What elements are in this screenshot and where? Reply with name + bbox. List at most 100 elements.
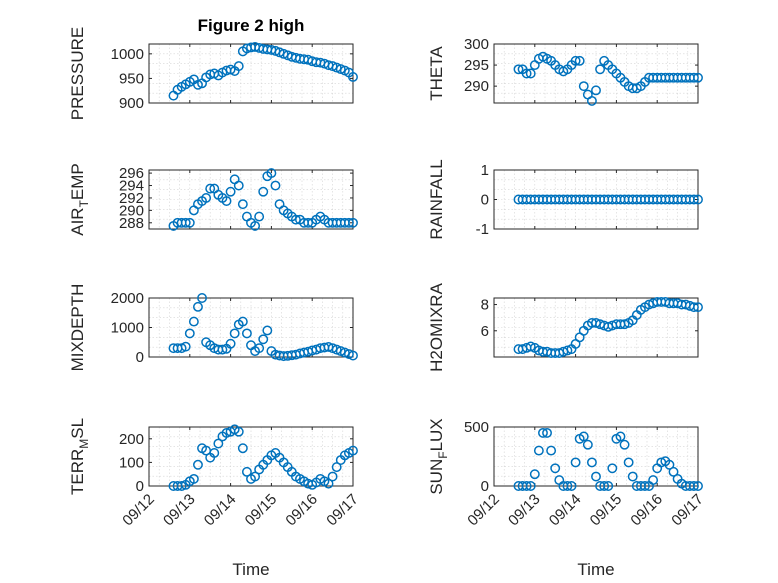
data-point [688,302,699,313]
data-point [607,463,618,474]
y-tick-label: 296 [119,165,144,182]
data-point [619,319,630,330]
y-axis-label: PRESSURE [68,27,87,121]
data-point [221,196,232,207]
data-point [586,95,597,106]
data-point [546,445,557,456]
data-point [615,431,626,442]
y-axis-label: SUNFLUX [427,418,450,494]
data-point [241,328,252,339]
data-point [233,180,244,191]
subplot-4: -1 0 1 RAINFALL [427,159,703,240]
data-point [562,481,573,491]
y-tick-label: 290 [119,202,144,219]
series-markers [513,427,703,491]
y-tick-label: 290 [464,78,489,95]
data-point [619,439,630,450]
data-point [582,439,593,450]
subplot-5: 0 1000 2000 MIXDEPTH [68,284,358,371]
data-point [221,427,232,438]
data-point [348,445,358,456]
y-tick-label: 1000 [111,320,144,337]
data-point [266,168,277,179]
x-tick-label: 09/14 [201,491,240,530]
x-tick-label: 09/14 [546,491,585,530]
data-point [270,180,281,191]
subplot-8: 09/12 09/13 09/14 09/15 09/16 09/17 0 500 SUNFLU… [427,418,707,579]
x-tick-label: 09/15 [587,491,626,530]
y-tick-label: 0 [136,478,144,495]
data-point [250,471,261,482]
data-point [323,478,334,489]
data-point [599,481,610,491]
data-point [550,463,561,474]
data-point [343,217,354,228]
axes-box [493,297,699,358]
data-point [176,481,187,491]
series-markers [513,296,703,359]
data-point [303,217,314,228]
data-point [529,469,540,480]
data-point [688,72,699,83]
y-tick-label: 300 [464,36,489,53]
data-point [193,301,203,312]
y-tick-label: 8 [481,297,489,314]
y-tick-label: 950 [119,70,144,87]
series-markers [168,42,358,101]
data-point [623,457,634,468]
y-tick-label: 292 [119,190,144,207]
data-point [233,426,244,437]
y-axis-label: H2OMIXRA [427,282,446,371]
data-point [566,481,577,491]
data-point [570,457,581,468]
y-tick-label: -1 [476,221,489,238]
subplot-7: 09/12 09/13 09/14 09/15 09/16 09/17 0 100 200 TER… [68,418,362,579]
data-point [513,64,524,75]
x-axis-label: Time [232,560,269,579]
data-point [348,217,358,228]
y-tick-label: 6 [481,323,489,340]
data-point [693,302,703,313]
data-point [693,194,703,205]
data-point [664,459,675,470]
y-tick-label: 0 [481,192,489,209]
data-point [331,462,342,473]
data-point [180,217,191,228]
data-point [237,199,248,210]
data-point [184,328,195,339]
y-axis-label: RAINFALL [427,159,446,239]
y-axis-label: THETA [427,46,446,101]
y-tick-label: 294 [119,178,144,195]
data-point [184,217,195,228]
x-tick-label: 09/12 [119,491,158,530]
y-tick-label: 100 [119,454,144,471]
chart-title: Figure 2 high [198,16,305,35]
data-point [348,71,358,82]
data-point [254,211,265,222]
series-markers [168,293,358,362]
data-point [688,481,699,491]
data-point [188,473,199,484]
data-point [533,445,544,456]
y-tick-label: 500 [464,419,489,436]
data-point [258,186,269,197]
data-point [521,481,532,491]
data-point [188,316,199,327]
x-tick-label: 09/16 [627,491,666,530]
x-tick-label: 09/17 [323,491,362,530]
data-point [262,325,273,336]
y-tick-label: 1000 [111,46,144,63]
x-tick-label: 09/13 [160,491,199,530]
data-point [209,448,220,458]
data-point [562,345,573,356]
y-axis-label: AIRTEMP [68,163,91,236]
data-point [578,81,589,92]
x-tick-label: 09/15 [242,491,281,530]
data-point [627,471,638,482]
y-tick-label: 0 [481,478,489,495]
subplot-1: 900 950 1000 PRESSURE Figure 2 high [68,16,358,121]
axes-box [148,426,354,487]
data-point [574,55,585,66]
data-point [237,443,248,454]
y-tick-label: 200 [119,431,144,448]
